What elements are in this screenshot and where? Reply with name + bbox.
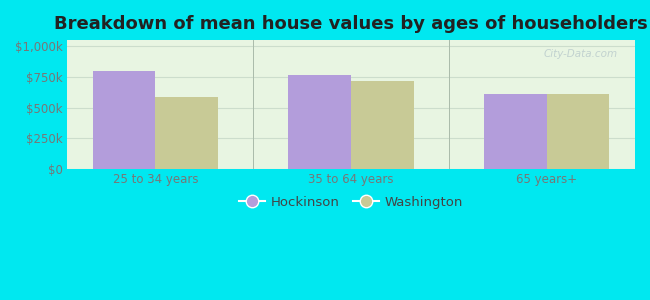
Title: Breakdown of mean house values by ages of householders: Breakdown of mean house values by ages o… — [54, 15, 648, 33]
Bar — [289, 74, 351, 169]
Bar — [155, 97, 218, 169]
Legend: Hockinson, Washington: Hockinson, Washington — [234, 191, 468, 214]
Bar — [351, 81, 413, 169]
Bar — [484, 94, 547, 169]
Text: City-Data.com: City-Data.com — [544, 49, 618, 59]
Bar — [547, 94, 609, 169]
Bar — [93, 71, 155, 169]
